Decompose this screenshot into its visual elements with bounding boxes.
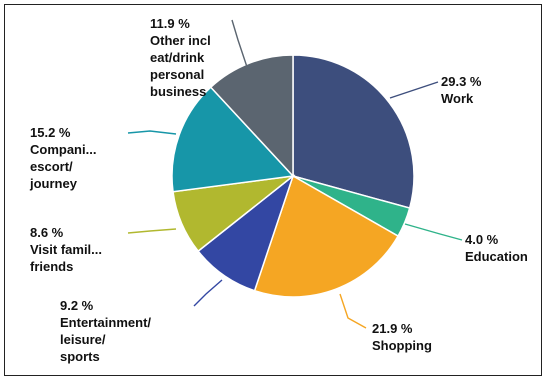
slice-name-line: Compani... (30, 142, 96, 157)
slice-name-line: Shopping (372, 338, 432, 353)
slice-value-6: 15.2 % (30, 125, 71, 140)
slice-value-1: 29.3 % (441, 74, 482, 89)
pie-slices (171, 54, 415, 298)
slice-label-4: 9.2 % Entertainment/leisure/sports (60, 298, 151, 364)
slice-name-line: Work (441, 91, 474, 106)
slice-name-line: leisure/ (60, 332, 106, 347)
slice-label-1: 29.3 % Work (441, 74, 482, 106)
slice-name-line: personal (150, 67, 204, 82)
slice-label-7: 11.9 % Other incl eat/drink personal busines… (150, 16, 211, 99)
slice-value-5: 8.6 % (30, 225, 64, 240)
pie-slice-1 (292, 54, 415, 210)
leader-line-2 (404, 223, 463, 241)
slice-label-6: 15.2 % Compani... escort/journey (29, 125, 96, 191)
slice-label-3: 21.9 % Shopping (372, 321, 432, 353)
pie-slice-7 (209, 54, 294, 178)
slice-name-line: sports (60, 349, 100, 364)
slice-name-line: escort/ (30, 159, 73, 174)
slice-value-7: 11.9 % (150, 16, 190, 31)
leader-line-6 (127, 130, 177, 135)
slice-name-line: business (150, 84, 206, 99)
slice-name-line: eat/drink (150, 50, 205, 65)
slice-label-2: 4.0 % Education (465, 232, 528, 264)
leader-line-3 (339, 293, 367, 329)
slice-name-line: Education (465, 249, 528, 264)
slice-name-line: Visit famil... (30, 242, 102, 257)
slice-name-line: friends (30, 259, 73, 274)
leader-lines (127, 19, 463, 329)
pie-slice-6 (171, 86, 295, 193)
pie-slice-3 (253, 174, 400, 298)
slice-name-line: Entertainment/ (60, 315, 151, 330)
slice-value-4: 9.2 % (60, 298, 94, 313)
leader-line-4 (193, 279, 223, 307)
slice-name-line: Other incl (150, 33, 211, 48)
slice-name-line: journey (29, 176, 78, 191)
slice-label-5: 8.6 % Visit famil... friends (30, 225, 102, 274)
leader-line-7 (231, 19, 249, 71)
leader-line-5 (127, 228, 177, 234)
slice-value-2: 4.0 % (465, 232, 499, 247)
slice-labels: 29.3 % Work 4.0 % Education 21.9 % Shopping 9.… (29, 16, 528, 364)
slice-value-3: 21.9 % (372, 321, 413, 336)
leader-line-1 (389, 81, 439, 99)
